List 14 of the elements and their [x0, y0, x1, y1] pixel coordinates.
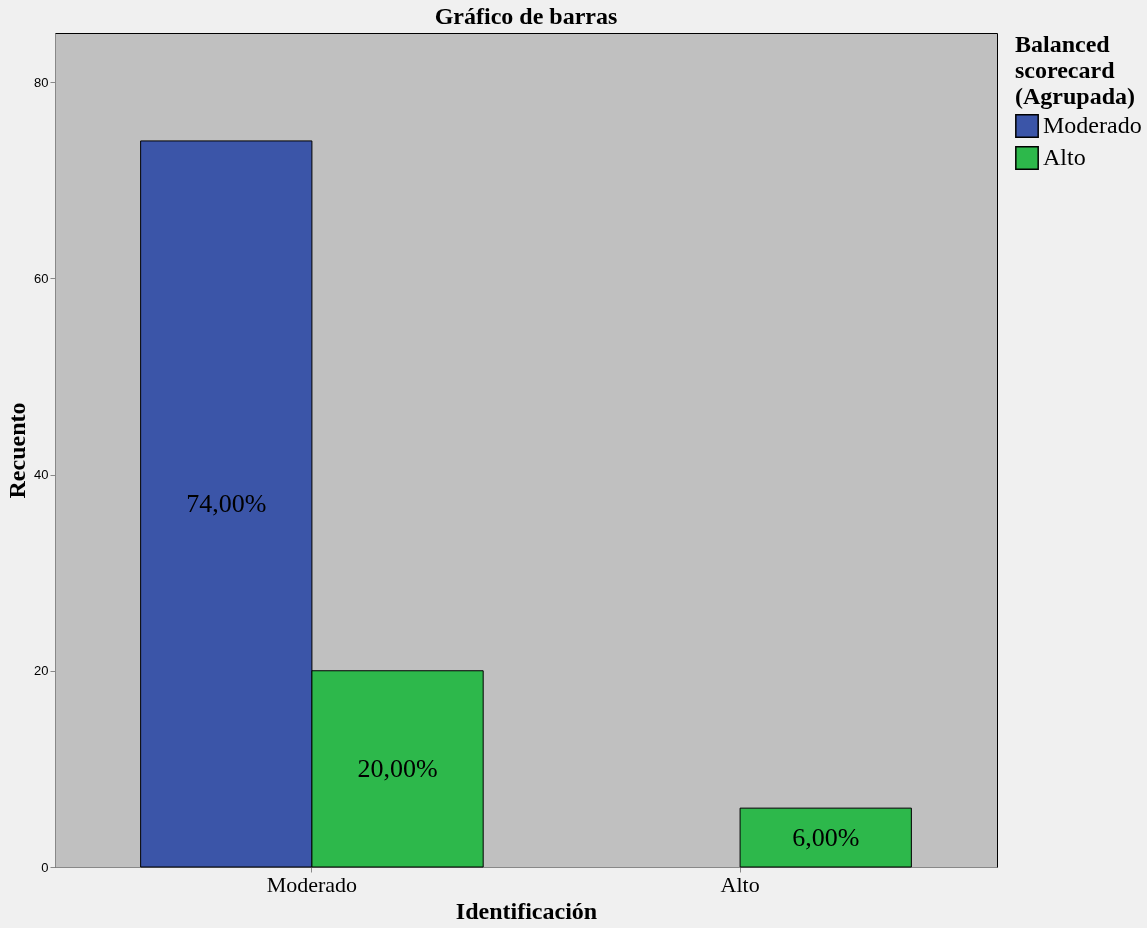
data-label: 74,00% [186, 488, 267, 518]
chart-title: Gráfico de barras [434, 3, 618, 29]
y-tick-label: 60 [34, 270, 49, 286]
data-label: 6,00% [792, 822, 860, 852]
y-axis-title: Recuento [4, 402, 31, 499]
y-tick-label: 40 [34, 467, 49, 483]
legend-title: Balanced scorecard (Agrupada) [1015, 31, 1136, 109]
y-tick-label: 0 [41, 859, 49, 875]
y-tick-label: 20 [34, 663, 49, 679]
legend-label: Moderado [1043, 112, 1142, 138]
legend-label: Alto [1043, 144, 1086, 170]
data-label: 20,00% [357, 753, 438, 783]
x-axis-title: Identificación [455, 897, 598, 924]
y-tick-label: 80 [34, 74, 49, 90]
